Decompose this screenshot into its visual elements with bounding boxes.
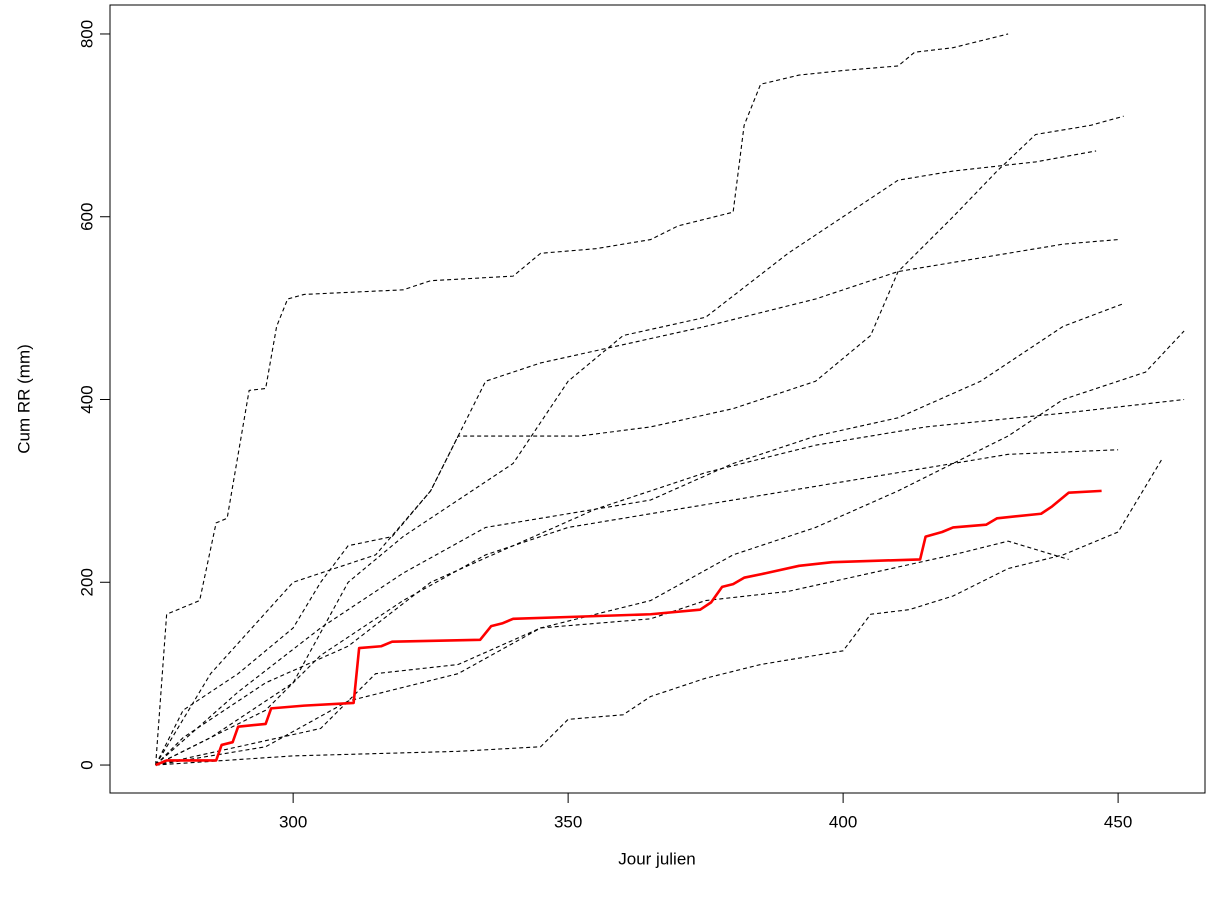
x-tick-label: 400 xyxy=(829,812,857,831)
y-axis-label: Cum RR (mm) xyxy=(14,344,33,454)
dashed-line xyxy=(155,115,1124,766)
dashed-line xyxy=(155,458,1163,766)
x-tick-label: 300 xyxy=(279,812,307,831)
dashed-line xyxy=(155,540,1069,766)
y-tick-label: 200 xyxy=(77,568,96,596)
dashed-line xyxy=(155,398,1185,766)
dashed-line xyxy=(155,303,1124,766)
dashed-line xyxy=(155,150,1097,766)
dashed-line xyxy=(155,33,1009,766)
dashed-line xyxy=(155,449,1119,766)
y-tick-label: 800 xyxy=(77,20,96,48)
y-tick-label: 400 xyxy=(77,385,96,413)
y-tick-label: 600 xyxy=(77,203,96,231)
x-tick-label: 350 xyxy=(554,812,582,831)
y-tick-label: 0 xyxy=(77,760,96,769)
highlight-line xyxy=(155,489,1102,767)
x-tick-label: 450 xyxy=(1104,812,1132,831)
dashed-line xyxy=(155,239,1119,766)
plot-frame xyxy=(109,4,1206,794)
x-axis-label: Jour julien xyxy=(618,849,696,868)
